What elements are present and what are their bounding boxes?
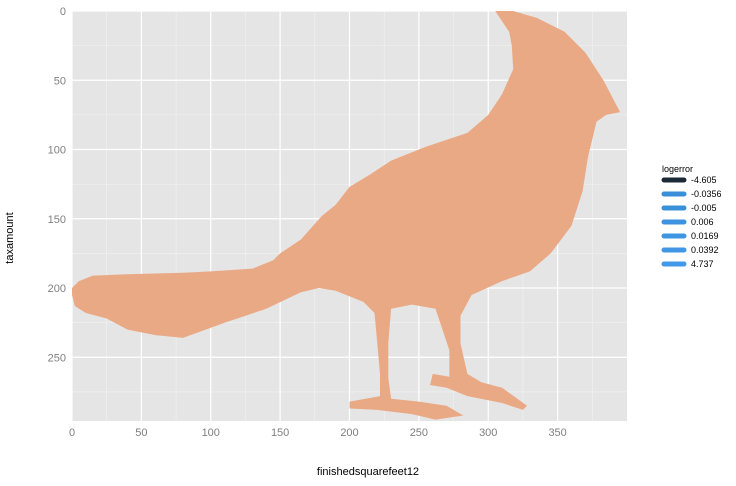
x-tick-label: 200 [340, 427, 358, 439]
x-tick-label: 350 [548, 427, 566, 439]
y-tick-label: 250 [48, 352, 66, 364]
x-tick-label: 50 [135, 427, 147, 439]
y-tick-label: 0 [60, 6, 66, 18]
legend-items: -4.605 -0.0356 -0.005 0.006 0.0169 0.0392 4.73… [661, 175, 722, 269]
legend-label: 0.0169 [691, 231, 719, 241]
y-tick-label: 150 [48, 214, 66, 226]
y-tick-label: 200 [48, 283, 66, 295]
legend-title: logerror [662, 164, 693, 174]
x-tick-label: 0 [69, 427, 75, 439]
legend-label: 0.0392 [691, 245, 719, 255]
legend-label: 4.737 [691, 259, 714, 269]
y-tick-label: 100 [48, 145, 66, 157]
x-axis-ticks: 0 50 100 150 200 250 300 350 [69, 427, 567, 439]
y-axis-title: taxamount [4, 212, 16, 263]
legend-label: 0.006 [691, 217, 714, 227]
x-tick-label: 250 [410, 427, 428, 439]
y-axis-ticks: 0 50 100 150 200 250 [48, 6, 66, 364]
legend-label: -0.005 [691, 203, 717, 213]
legend-label: -0.0356 [691, 189, 722, 199]
legend-label: -4.605 [691, 175, 717, 185]
y-tick-label: 50 [54, 75, 66, 87]
x-tick-label: 150 [271, 427, 289, 439]
x-axis-title: finishedsquarefeet12 [317, 466, 419, 478]
legend: logerror -4.605 -0.0356 -0.005 0.006 0.0169 0… [661, 164, 722, 269]
x-tick-label: 300 [479, 427, 497, 439]
x-tick-label: 100 [202, 427, 220, 439]
data-area-shape [72, 11, 621, 420]
